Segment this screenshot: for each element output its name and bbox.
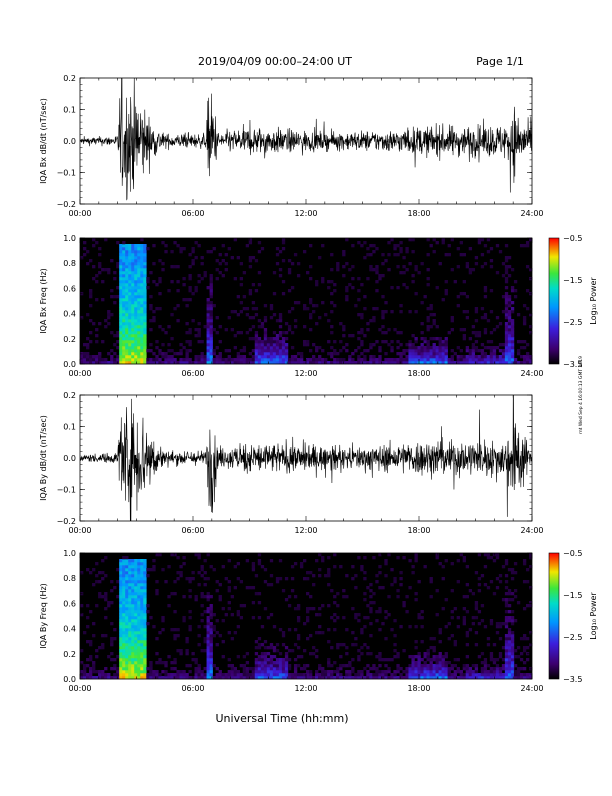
x-tick-label: 12:00	[294, 209, 317, 218]
y-tick-label: −0.1	[57, 169, 76, 178]
y-tick-label: 0.0	[63, 360, 76, 369]
colorbar-tick-label: −1.5	[563, 276, 582, 285]
colorbar-label: Log₁₀ Power	[589, 277, 598, 325]
y-tick-label: 0.4	[63, 625, 76, 634]
colorbar-tick-label: −1.5	[563, 591, 582, 600]
y-tick-label: −0.2	[57, 517, 76, 526]
x-tick-label: 18:00	[407, 209, 430, 218]
y-tick-label: 0.0	[63, 454, 76, 463]
panel-2	[79, 237, 560, 365]
colorbar	[548, 237, 560, 365]
y-tick-label: 0.8	[63, 574, 76, 583]
y-axis-label: IQA By dB/dt (nT/sec)	[39, 415, 48, 501]
y-axis-label: IQA By Freq (Hz)	[39, 583, 48, 649]
page-indicator: Page 1/1	[476, 55, 524, 68]
x-tick-label: 00:00	[68, 526, 91, 535]
y-tick-label: −0.1	[57, 486, 76, 495]
y-axis-label: IQA Bx Freq (Hz)	[39, 268, 48, 334]
y-axis-label: IQA Bx dB/dt (nT/sec)	[39, 98, 48, 184]
x-tick-label: 06:00	[181, 684, 204, 693]
x-tick-label: 24:00	[520, 369, 543, 378]
colorbar-tick-label: −3.5	[563, 360, 582, 369]
y-tick-label: 0.2	[63, 391, 76, 400]
y-tick-label: 0.8	[63, 259, 76, 268]
x-tick-label: 00:00	[68, 209, 91, 218]
x-tick-label: 12:00	[294, 684, 317, 693]
y-tick-label: 0.0	[63, 137, 76, 146]
x-tick-label: 06:00	[181, 526, 204, 535]
x-tick-label: 00:00	[68, 369, 91, 378]
series-line	[80, 395, 532, 521]
colorbar-label: Log₁₀ Power	[589, 592, 598, 640]
panel-3	[79, 394, 533, 522]
colorbar-tick-label: −0.5	[563, 234, 582, 243]
x-tick-label: 12:00	[294, 526, 317, 535]
x-tick-label: 18:00	[407, 369, 430, 378]
colorbar-tick-label: −3.5	[563, 675, 582, 684]
colorbar	[548, 552, 560, 680]
y-tick-label: −0.2	[57, 200, 76, 209]
colorbar-tick-label: −2.5	[563, 633, 582, 642]
series-line	[80, 78, 532, 201]
panel-1	[79, 77, 533, 205]
spectrogram-cells	[80, 553, 533, 680]
y-tick-label: 0.0	[63, 675, 76, 684]
x-tick-label: 24:00	[520, 209, 543, 218]
y-tick-label: 0.6	[63, 599, 76, 608]
figure-title: 2019/04/09 00:00–24:00 UT	[198, 55, 352, 68]
x-tick-label: 00:00	[68, 684, 91, 693]
plot-stamp: rnt Wed Sep 4 16:00:13 GMT 2019	[578, 356, 584, 434]
x-tick-label: 06:00	[181, 369, 204, 378]
spectrogram-cells	[80, 238, 533, 365]
x-tick-label: 06:00	[181, 209, 204, 218]
y-tick-label: 0.2	[63, 74, 76, 83]
y-tick-label: 0.4	[63, 310, 76, 319]
colorbar-tick-label: −2.5	[563, 318, 582, 327]
x-tick-label: 18:00	[407, 684, 430, 693]
x-tick-label: 18:00	[407, 526, 430, 535]
x-tick-label: 12:00	[294, 369, 317, 378]
y-tick-label: 0.1	[63, 106, 76, 115]
y-tick-label: 0.2	[63, 335, 76, 344]
y-tick-label: 1.0	[63, 549, 76, 558]
x-tick-label: 24:00	[520, 684, 543, 693]
y-tick-label: 1.0	[63, 234, 76, 243]
x-axis-title: Universal Time (hh:mm)	[216, 712, 349, 725]
x-tick-label: 24:00	[520, 526, 543, 535]
panel-4	[79, 552, 560, 680]
y-tick-label: 0.2	[63, 650, 76, 659]
y-tick-label: 0.1	[63, 423, 76, 432]
y-tick-label: 0.6	[63, 284, 76, 293]
colorbar-tick-label: −0.5	[563, 549, 582, 558]
